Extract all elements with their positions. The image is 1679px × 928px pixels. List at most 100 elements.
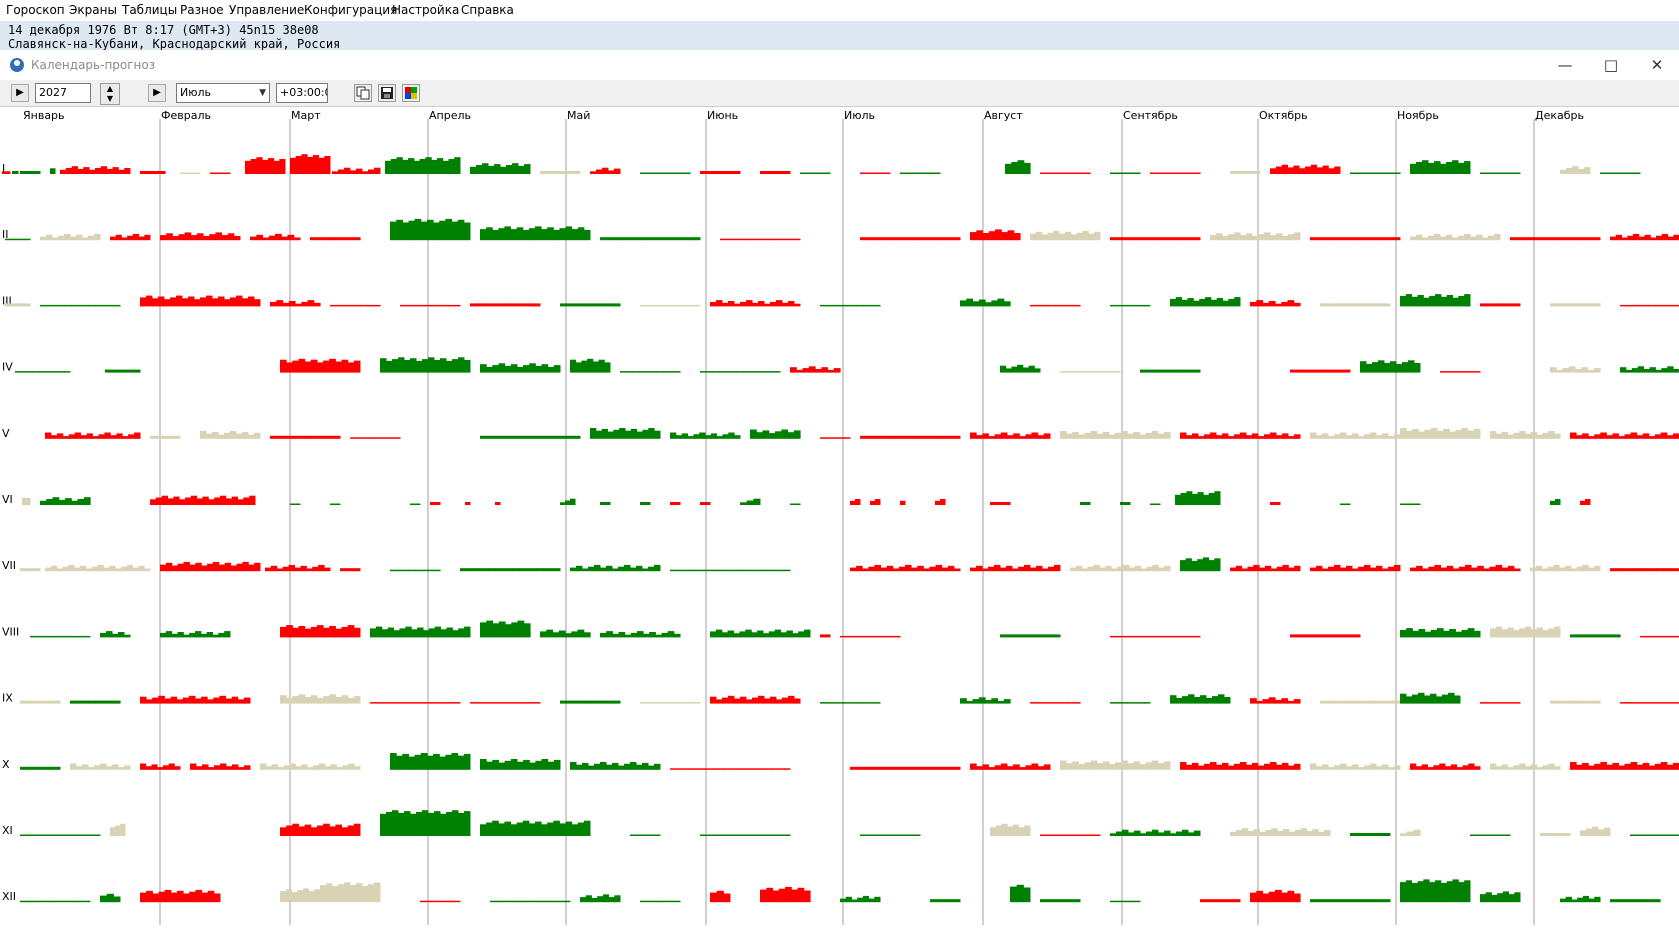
forecast-bar (170, 892, 178, 903)
menu-item-ekrany[interactable]: Экраны (69, 3, 117, 17)
forecast-bar (1006, 435, 1014, 439)
forecast-bar (1075, 565, 1083, 572)
forecast-bar (1310, 237, 1317, 241)
save-icon[interactable] (378, 84, 396, 102)
forecast-bar (347, 825, 355, 836)
forecast-bar (1580, 500, 1586, 505)
forecast-bar (81, 834, 89, 836)
forecast-bar (895, 237, 902, 241)
forecast-bar (1034, 368, 1041, 373)
forecast-bar (547, 366, 555, 373)
menu-item-spravka[interactable]: Справка (461, 3, 514, 17)
forecast-bar (1465, 564, 1472, 572)
forecast-bar (675, 435, 683, 439)
forecast-bar (572, 303, 579, 307)
menu-item-nastroyka[interactable]: Настройка (392, 3, 460, 17)
forecast-bar (652, 237, 660, 241)
forecast-bar (1625, 702, 1633, 704)
forecast-bar (1436, 628, 1444, 638)
forecast-bar (381, 437, 389, 439)
forecast-bar (106, 168, 113, 174)
forecast-bar (985, 302, 992, 307)
forecast-bar (1576, 566, 1583, 572)
forecast-bar (978, 697, 986, 704)
forecast-bar (1046, 834, 1053, 836)
forecast-bar (458, 357, 465, 373)
forecast-bar (415, 569, 422, 572)
forecast-bar (1293, 699, 1301, 704)
forecast-bar (1182, 829, 1189, 836)
forecast-bar (281, 236, 289, 241)
forecast-bar (334, 435, 341, 439)
forecast-bar (362, 886, 369, 903)
forecast-bar (1012, 824, 1020, 836)
forecast-bar (1150, 172, 1157, 174)
menu-item-upravlenie[interactable]: Управление (229, 3, 305, 17)
forecast-bar (1164, 830, 1171, 836)
forecast-bar (930, 435, 937, 439)
close-icon[interactable]: ✕ (1650, 56, 1664, 74)
forecast-bar (917, 766, 924, 770)
forecast-bar (226, 766, 233, 770)
forecast-bar (1497, 303, 1504, 307)
forecast-bar (1650, 568, 1657, 572)
forecast-bar (56, 433, 64, 439)
forecast-bar (1507, 627, 1514, 638)
forecast-bar (342, 765, 349, 770)
forecast-bar (430, 304, 437, 307)
forecast-bar (218, 434, 225, 439)
forecast-bar (26, 568, 34, 572)
forecast-bar (1296, 369, 1303, 373)
timezone-input[interactable]: +03:00:00 (276, 83, 328, 103)
forecast-bar (862, 304, 869, 307)
forecast-bar (183, 561, 190, 572)
forecast-bar (1364, 237, 1371, 241)
forecast-bar (405, 626, 412, 638)
forecast-bar (396, 569, 404, 572)
forecast-bar (578, 303, 585, 307)
play-year-button[interactable]: ▶ (11, 84, 29, 102)
forecast-bar (1576, 634, 1584, 638)
forecast-bar (762, 430, 770, 439)
color-palette-icon[interactable] (402, 84, 420, 102)
forecast-bar (654, 763, 661, 770)
forecast-bar (826, 304, 833, 307)
forecast-bar (1644, 234, 1651, 241)
forecast-bar (1383, 899, 1391, 903)
forecast-bar (1116, 172, 1123, 174)
forecast-bar (1068, 899, 1075, 903)
forecast-bar (280, 626, 287, 638)
forecast-bar (1188, 832, 1195, 836)
forecast-bar (1000, 567, 1007, 572)
menu-item-konfiguratsiya[interactable]: Конфигурация (304, 3, 398, 17)
month-select[interactable]: Июль ▼ (176, 83, 270, 103)
minimize-icon[interactable]: — (1557, 56, 1573, 74)
menu-item-raznoe[interactable]: Разное (180, 3, 224, 17)
menu-item-goroskop[interactable]: Гороскоп (6, 3, 65, 17)
forecast-bar (942, 237, 949, 241)
forecast-bar (301, 301, 309, 307)
forecast-bar (1494, 233, 1501, 241)
forecast-bar (1439, 763, 1446, 770)
forecast-bar (795, 503, 801, 505)
forecast-bar (481, 702, 488, 704)
copy-icon[interactable] (354, 84, 372, 102)
forecast-bar (15, 371, 22, 373)
forecast-bar (833, 368, 841, 373)
forecast-bar (1554, 766, 1561, 770)
forecast-bar (460, 568, 467, 572)
forecast-bar (1650, 237, 1657, 241)
play-month-button[interactable]: ▶ (148, 84, 166, 102)
forecast-bar (536, 568, 543, 572)
maximize-icon[interactable]: □ (1603, 56, 1619, 74)
year-input[interactable]: 2027 (35, 83, 91, 103)
forecast-bar (1145, 432, 1153, 439)
forecast-bar (1346, 766, 1353, 770)
year-spinner[interactable]: ▲ ▼ (100, 83, 120, 105)
forecast-bar (260, 763, 267, 770)
menu-item-tablitsy[interactable]: Таблицы (122, 3, 178, 17)
forecast-bar (743, 371, 750, 373)
forecast-bar (295, 766, 302, 770)
forecast-bar (642, 762, 649, 770)
forecast-bar (442, 900, 450, 903)
